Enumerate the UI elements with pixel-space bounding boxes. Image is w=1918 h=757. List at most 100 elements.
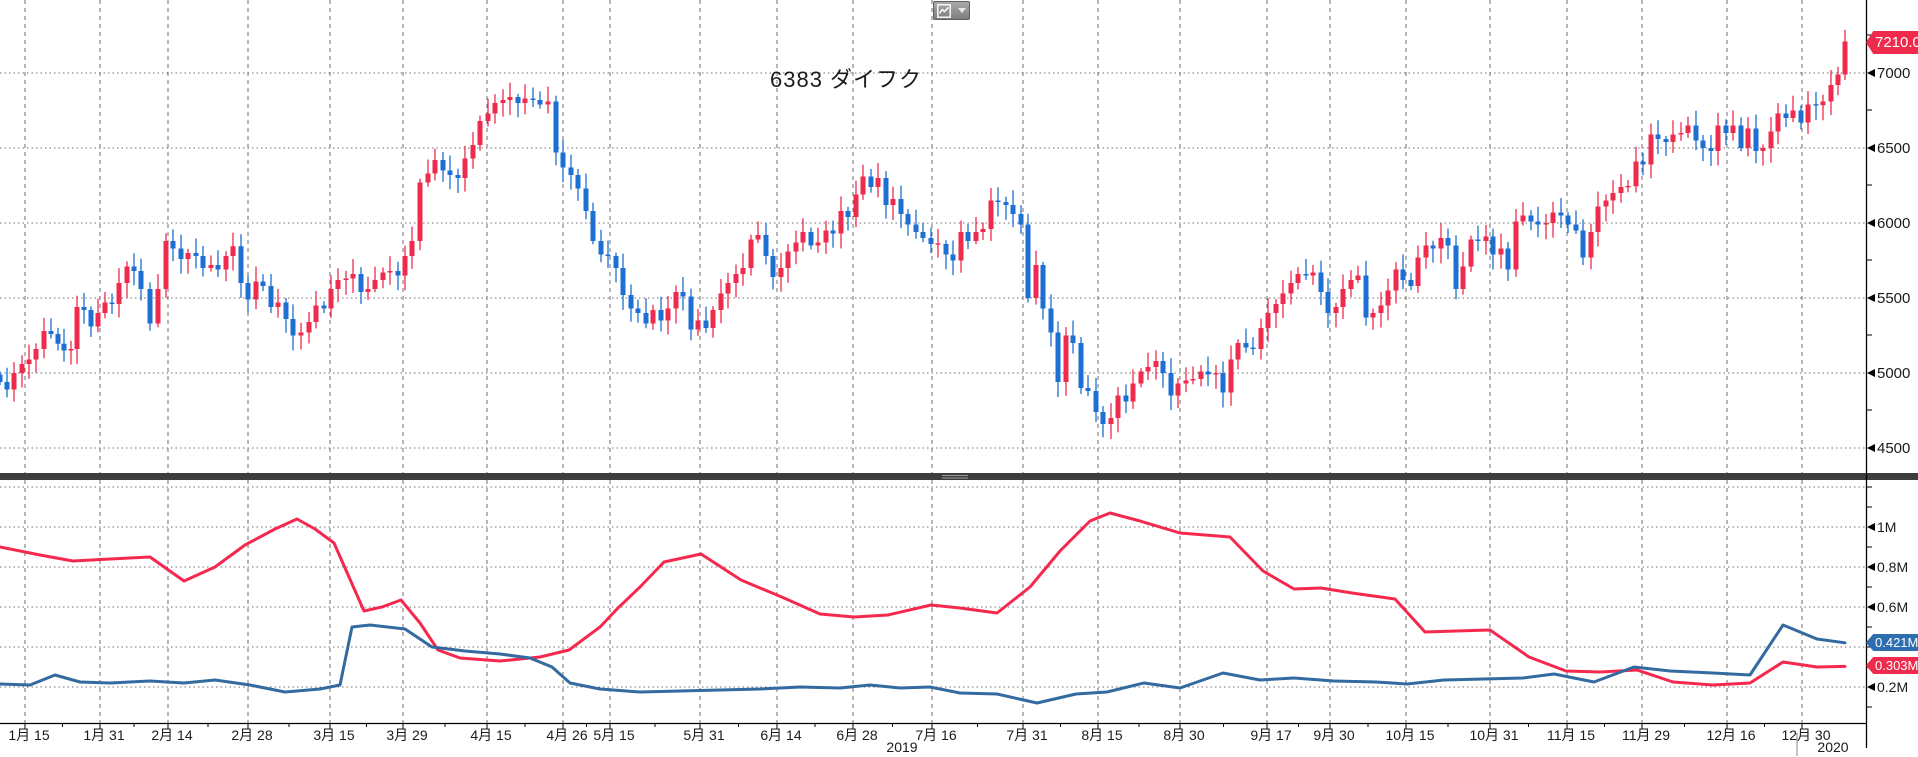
divider-bar: [0, 473, 1918, 480]
pane-divider: [0, 473, 1918, 480]
date-tick-label: 1月 31: [83, 727, 124, 743]
tick-arrow-icon: [1867, 69, 1875, 77]
candle-body: [1273, 304, 1279, 313]
candle-body: [1415, 257, 1421, 286]
candle-body: [1355, 275, 1361, 280]
candle-body: [725, 283, 731, 294]
candle-body: [1250, 347, 1256, 349]
candle-body: [102, 302, 108, 313]
candle-body: [1655, 134, 1661, 139]
date-tick-label: 7月 31: [1006, 727, 1047, 743]
candle-body: [1400, 269, 1406, 280]
tick-arrow-icon: [1867, 563, 1875, 571]
candle-body: [1130, 383, 1136, 402]
candle-body: [1370, 313, 1376, 318]
price-tick-label: 7000: [1877, 65, 1910, 82]
date-tick-label: 3月 15: [313, 727, 354, 743]
candle-body: [628, 295, 634, 309]
candle-body: [718, 293, 724, 310]
symbol-title: 6383 ダイフク: [770, 67, 923, 92]
date-tick-label: 6月 28: [836, 727, 877, 743]
candle-body: [635, 308, 641, 313]
candle-body: [1738, 125, 1744, 148]
candle-body: [4, 382, 10, 390]
candle-body: [200, 256, 206, 268]
candle-body: [1475, 239, 1481, 241]
candle-body: [680, 292, 686, 297]
candle-body: [440, 160, 446, 171]
last-price-tag: 7210.0: [1866, 31, 1918, 54]
candle-body: [81, 307, 87, 310]
candle-body: [1805, 104, 1811, 123]
candle-body: [845, 211, 851, 217]
date-tick-label: 8月 15: [1081, 727, 1122, 743]
candle-body: [1603, 200, 1609, 207]
candle-body: [703, 320, 709, 328]
candle-body: [1430, 245, 1436, 249]
candle-body: [1093, 391, 1099, 412]
candle-body: [1160, 361, 1166, 373]
candle-body: [372, 280, 378, 289]
candle-body: [1348, 280, 1354, 289]
candle-body: [1108, 418, 1114, 424]
candle-body: [530, 98, 536, 100]
tick-arrow-icon: [1867, 219, 1875, 227]
candle-body: [913, 224, 919, 232]
candle-body: [1048, 308, 1054, 333]
date-tick-label: 3月 29: [386, 727, 427, 743]
date-axis[interactable]: 1月 15 1月 31 2月 14 2月 28 3月 15 3月 29 4月 15 4月 26…: [8, 723, 1849, 756]
volume-axis[interactable]: 1M 0.8M 0.6M 0.2M: [1866, 486, 1908, 708]
candle-body: [365, 289, 371, 292]
candle-body: [1618, 187, 1624, 193]
candle-body: [432, 160, 438, 174]
candle-body: [1333, 307, 1339, 313]
axis-frame: [0, 0, 1868, 748]
candle-body: [1460, 266, 1466, 289]
candle-body: [1550, 212, 1556, 223]
candle-body: [568, 167, 574, 175]
candle-body: [1363, 275, 1369, 318]
candle-body: [1183, 380, 1189, 384]
candle-body: [1085, 388, 1091, 391]
candle-body: [1280, 293, 1286, 304]
candle-body: [1220, 373, 1226, 393]
date-tick-label: 10月 15: [1385, 727, 1434, 743]
price-axis[interactable]: 7000 6500 6000 5500 5000 4500: [1866, 34, 1910, 457]
candle-body: [147, 289, 153, 324]
price-tick-label: 6500: [1877, 140, 1910, 157]
candle-body: [402, 256, 408, 276]
candle-body: [290, 319, 296, 336]
candle-body: [455, 175, 461, 178]
candle-body: [1573, 224, 1579, 231]
candle-body: [417, 182, 423, 241]
candle-body: [755, 235, 761, 240]
candle-body: [605, 254, 611, 256]
candle-body: [1640, 161, 1646, 165]
candle-body: [11, 373, 17, 390]
pane-splitter-handle[interactable]: [942, 475, 968, 479]
candle-body: [1835, 74, 1841, 85]
candle-body: [1483, 236, 1489, 241]
candle-body: [1453, 245, 1459, 289]
volume-tick-label: 0.2M: [1877, 679, 1908, 695]
candle-body: [380, 272, 386, 280]
candle-body: [980, 229, 986, 232]
candle-body: [138, 271, 144, 289]
candle-body: [1543, 223, 1549, 225]
candle-body: [643, 313, 649, 324]
price-tick-label: 5000: [1877, 365, 1910, 382]
candle-body: [447, 170, 453, 175]
date-tick-label: 1月 15: [8, 727, 49, 743]
candle-body: [1610, 193, 1616, 201]
candle-body: [306, 322, 312, 333]
tick-arrow-icon: [1867, 444, 1875, 452]
candle-body: [1708, 148, 1714, 151]
candle-body: [920, 232, 926, 238]
chart-type-button[interactable]: [933, 1, 970, 20]
candle-body: [283, 302, 289, 319]
candle-body: [1558, 212, 1564, 216]
candle-body: [124, 266, 130, 283]
candle-body: [492, 103, 498, 114]
